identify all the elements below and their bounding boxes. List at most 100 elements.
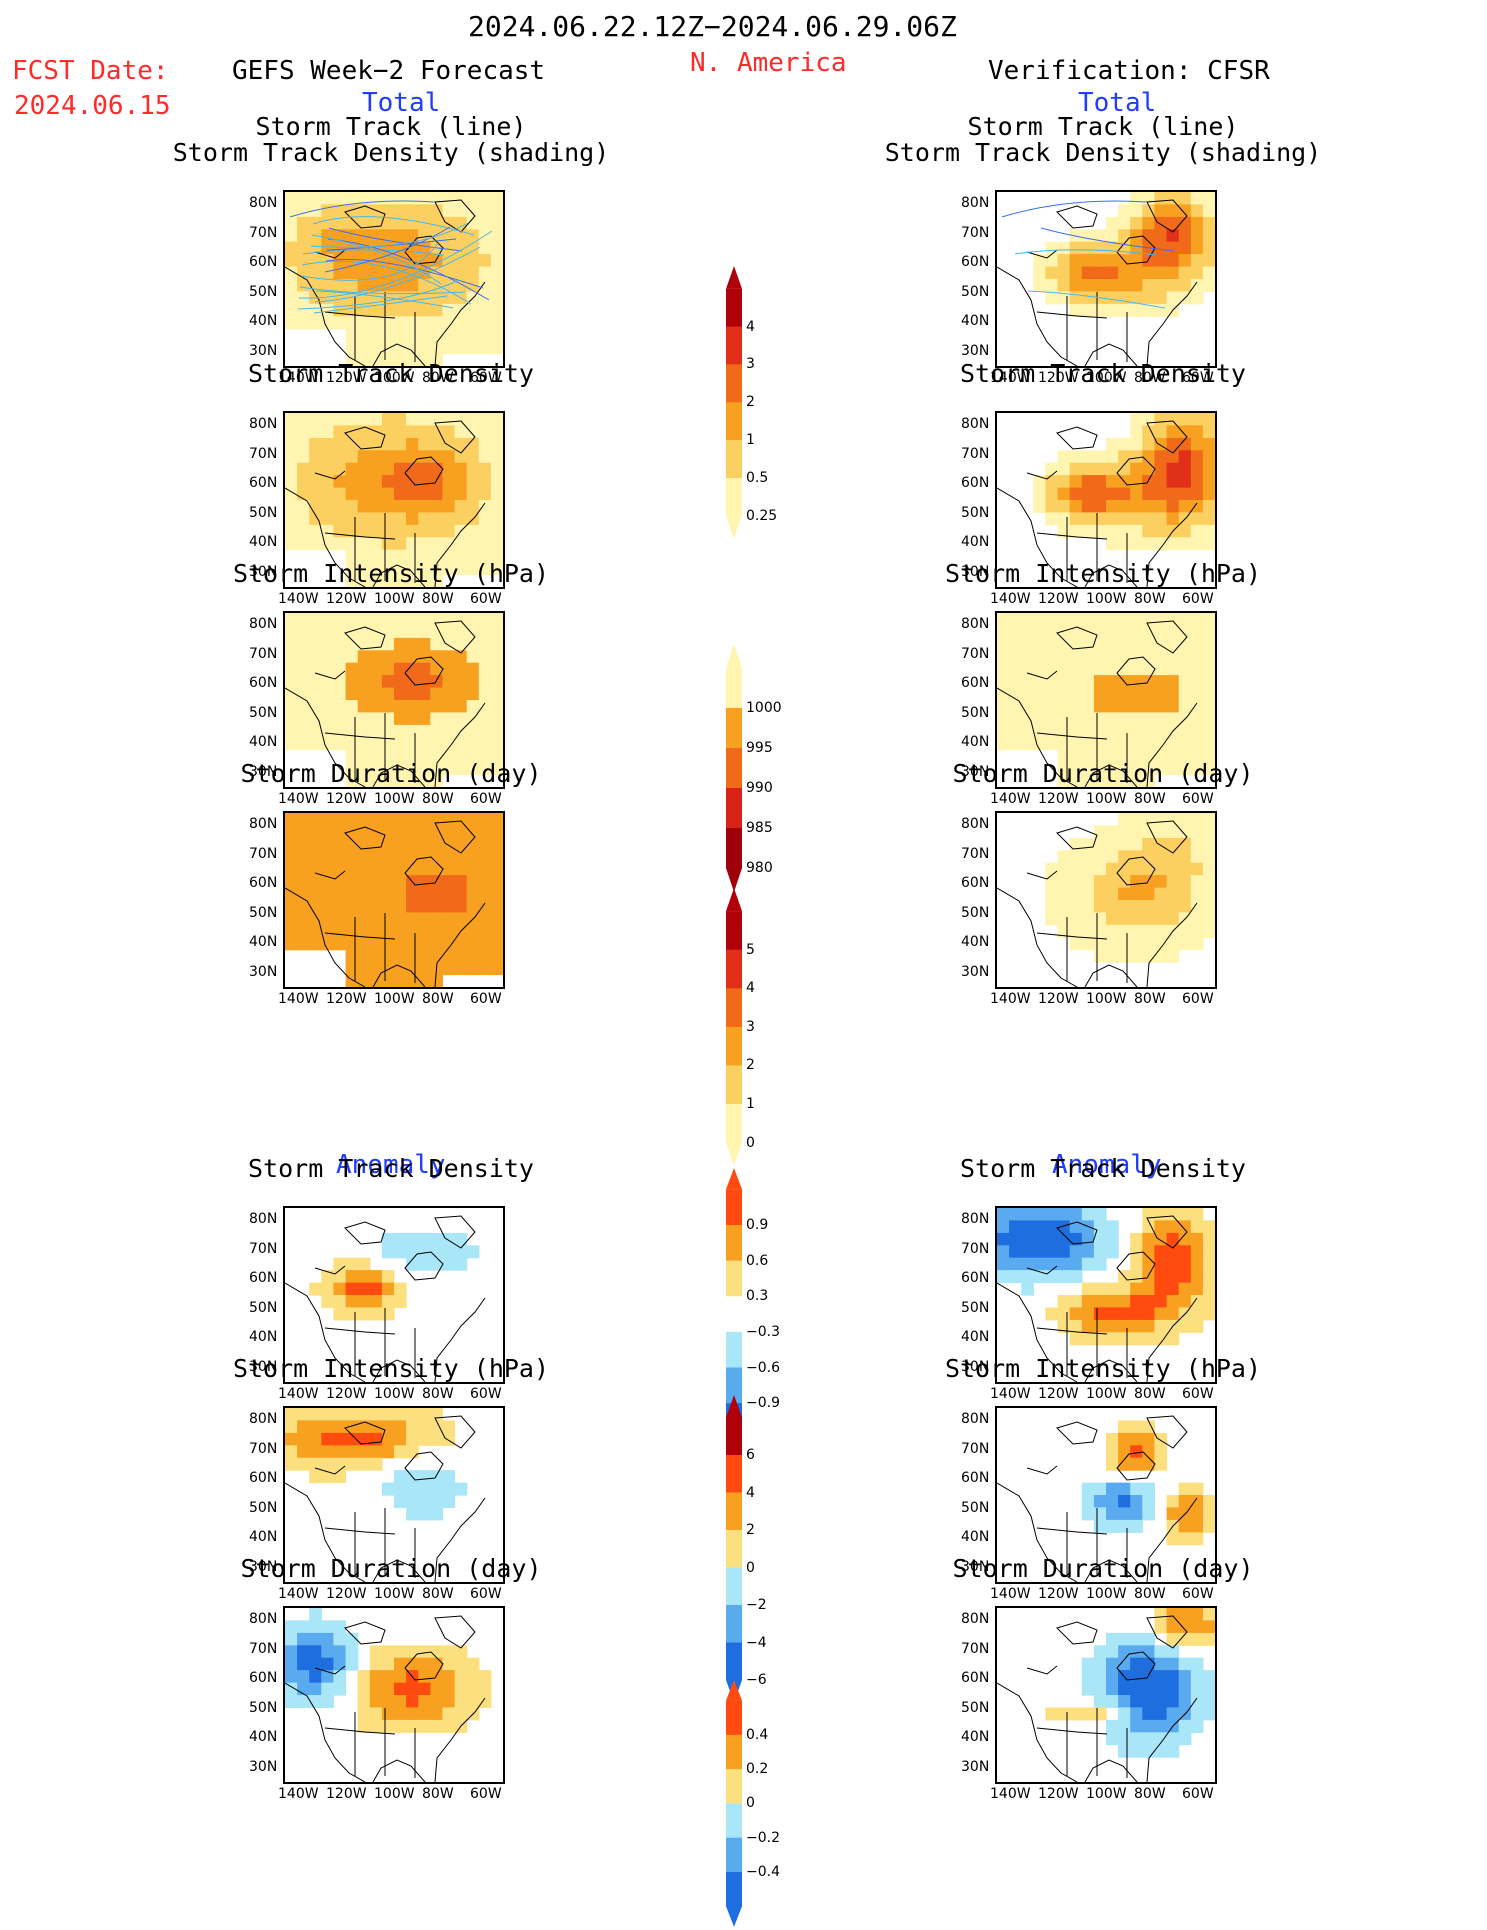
grid-cell [1118, 749, 1131, 763]
grid-cell [430, 1657, 443, 1671]
grid-cell [321, 687, 334, 701]
grid-cell [1190, 762, 1204, 776]
grid-cell [418, 924, 431, 938]
grid-cell [321, 475, 334, 489]
grid-cell [1093, 712, 1107, 726]
grid-cell [309, 712, 322, 726]
grid-cell [478, 192, 492, 205]
grid-cell [1045, 291, 1059, 305]
grid-cell [430, 462, 443, 476]
grid-cell [1154, 1732, 1168, 1746]
grid-cell [1033, 675, 1046, 689]
lat-tick: 60N [249, 1670, 278, 1686]
grid-cell [285, 887, 298, 901]
grid-cell [381, 1482, 395, 1496]
grid-cell [1202, 254, 1215, 268]
colorbar-label: 0 [746, 1795, 755, 1812]
grid-cell [1093, 1507, 1107, 1521]
grid-cell [1081, 862, 1095, 876]
grid-cell [1142, 1645, 1155, 1659]
grid-cell [1106, 1695, 1119, 1708]
grid-cell [1202, 875, 1215, 889]
grid-cell [1190, 1682, 1204, 1696]
grid-cell [1142, 1670, 1155, 1684]
grid-cell [357, 1682, 371, 1696]
grid-cell [466, 450, 480, 464]
grid-cell [406, 949, 419, 963]
grid-cell [321, 924, 334, 938]
grid-cell [430, 974, 443, 987]
storm-track-line [1014, 249, 1157, 256]
grid-cell [309, 241, 322, 255]
grid-cell [345, 437, 359, 451]
colorbar-swatch [726, 1189, 742, 1226]
grid-cell [1069, 241, 1083, 255]
grid-cell [1130, 1495, 1143, 1508]
grid-cell [1081, 291, 1095, 305]
grid-cell [369, 650, 383, 664]
grid-cell [1057, 1257, 1071, 1271]
grid-cell [357, 341, 371, 355]
grid-cell [1142, 1445, 1155, 1459]
grid-cell [321, 1408, 334, 1421]
grid-cell [333, 487, 347, 501]
grid-cell [454, 749, 468, 763]
grid-cell [357, 562, 371, 576]
grid-cell [1106, 1645, 1119, 1659]
grid-cell [381, 962, 395, 976]
grid-cell [1190, 662, 1204, 676]
grid-cell [478, 949, 492, 963]
grid-cell [1190, 462, 1204, 476]
grid-cell [309, 413, 322, 426]
grid-cell [297, 875, 310, 889]
grid-cell [1106, 1657, 1119, 1671]
grid-cell [1142, 291, 1155, 305]
grid-cell [1069, 662, 1083, 676]
grid-cell [1190, 900, 1204, 913]
grid-cell [285, 1445, 298, 1459]
grid-cell [1093, 625, 1107, 639]
grid-cell [442, 637, 456, 651]
grid-cell [381, 512, 395, 526]
grid-cell [418, 1657, 431, 1671]
grid-cell [1118, 1457, 1131, 1471]
grid-cell [1106, 1307, 1119, 1321]
grid-cell [1081, 1257, 1095, 1271]
grid-cell [418, 974, 431, 987]
grid-cell [454, 662, 468, 676]
grid-cell [369, 1719, 383, 1733]
grid-cell [1118, 450, 1131, 464]
grid-cell [1154, 291, 1168, 305]
grid-cell [1154, 900, 1168, 913]
grid-cell [1069, 762, 1083, 776]
grid-cell [442, 328, 456, 342]
grid-cell [1118, 1445, 1131, 1459]
grid-cell [418, 1245, 431, 1259]
lat-tick: 50N [961, 904, 990, 921]
grid-cell [454, 700, 468, 713]
grid-cell [454, 900, 468, 913]
grid-cell [1033, 1245, 1046, 1259]
grid-cell [357, 1457, 371, 1471]
grid-cell [1178, 254, 1192, 268]
grid-cell [1093, 512, 1107, 526]
lon-tick: 140W [990, 1386, 1031, 1402]
grid-cell [369, 341, 383, 355]
grid-cell [1154, 500, 1168, 513]
lat-tick: 50N [249, 1299, 278, 1316]
grid-cell [297, 813, 310, 826]
grid-cell [490, 341, 503, 355]
lat-tick: 30N [249, 763, 278, 780]
grid-cell [418, 962, 431, 976]
grid-cell [1033, 712, 1046, 726]
grid-cell [454, 475, 468, 489]
grid-cell [369, 328, 383, 342]
grid-cell [1190, 862, 1204, 876]
grid-cell [442, 1645, 456, 1659]
grid-cell [297, 500, 310, 513]
grid-cell [1106, 875, 1119, 889]
grid-cell [285, 850, 298, 864]
grid-cell [333, 724, 347, 738]
grid-cell [394, 737, 407, 751]
grid-cell [1154, 625, 1168, 639]
